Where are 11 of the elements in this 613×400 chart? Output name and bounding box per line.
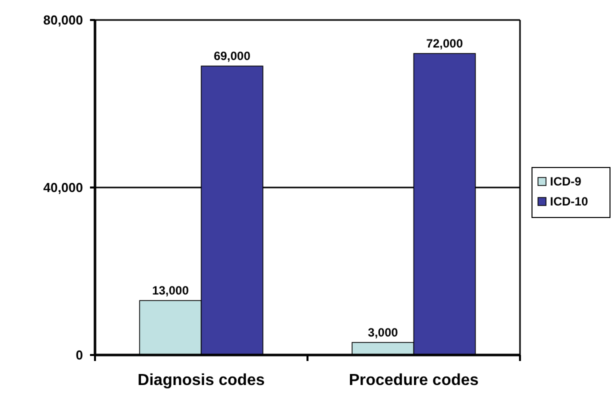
y-tick-label: 80,000 (43, 12, 83, 28)
y-tick-label: 0 (76, 348, 83, 363)
legend-label: ICD-9 (550, 174, 582, 188)
data-label: 3,000 (368, 325, 398, 340)
data-label: 72,000 (426, 36, 464, 50)
legend-label: ICD-10 (550, 194, 588, 208)
data-label: 13,000 (152, 284, 190, 298)
x-tick-label: Diagnosis codes (138, 372, 265, 389)
x-tick-label: Procedure codes (348, 372, 479, 389)
y-tick-label: 40,000 (43, 180, 83, 196)
data-label: 69,000 (214, 49, 251, 64)
